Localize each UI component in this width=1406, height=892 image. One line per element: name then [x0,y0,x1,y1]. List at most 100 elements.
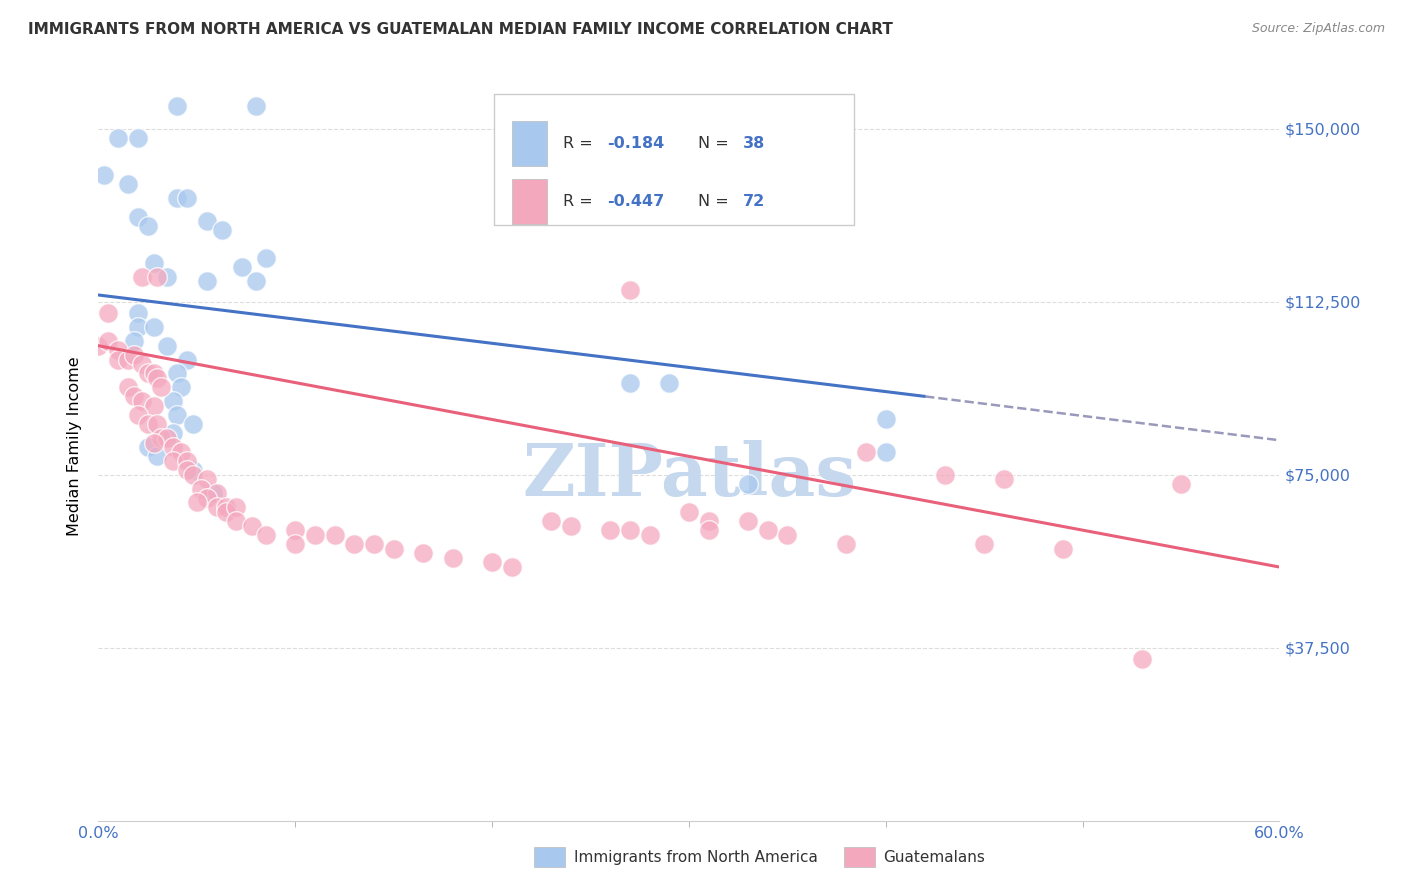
Point [619,284,641,298]
Point [142,256,165,270]
Text: -0.184: -0.184 [607,136,665,151]
Point [678,505,700,519]
Point [146,450,169,464]
Point [117,178,139,192]
FancyBboxPatch shape [494,94,855,225]
Point [211,223,233,237]
Point [170,444,193,458]
Point [658,376,681,390]
Point [131,394,153,409]
Point [136,440,159,454]
Point [176,191,198,205]
Point [201,486,224,500]
Point [166,191,188,205]
Point [150,380,173,394]
Point [162,454,184,468]
Point [97,306,120,320]
Point [215,500,238,514]
Point [501,560,523,574]
Point [412,546,434,560]
Point [107,352,129,367]
Point [638,528,661,542]
Point [156,269,179,284]
Text: 72: 72 [744,194,765,209]
Point [170,380,193,394]
Point [142,320,165,334]
Point [756,523,779,537]
Point [146,417,169,431]
Point [195,491,218,505]
Point [162,394,184,409]
Point [136,367,159,381]
Point [1130,652,1153,666]
Point [284,537,307,551]
Y-axis label: Median Family Income: Median Family Income [67,356,83,536]
Point [382,541,405,556]
Text: -0.447: -0.447 [607,194,665,209]
Point [107,343,129,358]
Point [186,495,208,509]
Text: Guatemalans: Guatemalans [883,850,984,864]
Point [176,463,198,477]
Text: Source: ZipAtlas.com: Source: ZipAtlas.com [1251,22,1385,36]
Point [934,467,956,482]
Point [737,514,759,528]
Text: R =: R = [562,194,598,209]
Point [131,357,153,371]
Point [973,537,995,551]
Point [166,99,188,113]
Point [304,528,326,542]
Point [195,472,218,486]
Point [142,435,165,450]
Text: ZIPatlas: ZIPatlas [522,441,856,511]
Point [875,412,897,426]
Point [136,219,159,233]
Point [176,454,198,468]
Point [245,274,267,288]
Point [254,251,277,265]
Bar [512,179,547,224]
Point [1052,541,1074,556]
Point [127,408,149,422]
Point [215,505,238,519]
Text: 38: 38 [744,136,765,151]
Point [127,320,149,334]
Point [737,477,759,491]
Point [254,528,277,542]
Point [245,99,267,113]
Point [875,444,897,458]
Text: N =: N = [699,136,734,151]
Point [231,260,253,275]
Point [599,523,621,537]
Point [323,528,346,542]
Point [97,334,120,348]
Point [166,408,188,422]
Point [697,523,720,537]
Point [156,339,179,353]
Point [560,518,582,533]
Point [835,537,858,551]
Point [619,523,641,537]
Point [150,431,173,445]
Point [146,371,169,385]
Point [181,463,204,477]
Text: Immigrants from North America: Immigrants from North America [574,850,817,864]
Point [181,467,204,482]
Point [176,352,198,367]
Point [122,348,145,362]
Point [776,528,799,542]
Point [166,367,188,381]
Point [127,210,149,224]
Point [117,352,139,367]
Point [122,389,145,403]
Point [162,440,184,454]
Point [195,274,218,288]
Point [225,500,247,514]
Text: IMMIGRANTS FROM NORTH AMERICA VS GUATEMALAN MEDIAN FAMILY INCOME CORRELATION CHA: IMMIGRANTS FROM NORTH AMERICA VS GUATEMA… [28,22,893,37]
Point [205,500,228,514]
Point [363,537,385,551]
Point [205,486,228,500]
Point [142,399,165,413]
Point [181,417,204,431]
Point [127,306,149,320]
